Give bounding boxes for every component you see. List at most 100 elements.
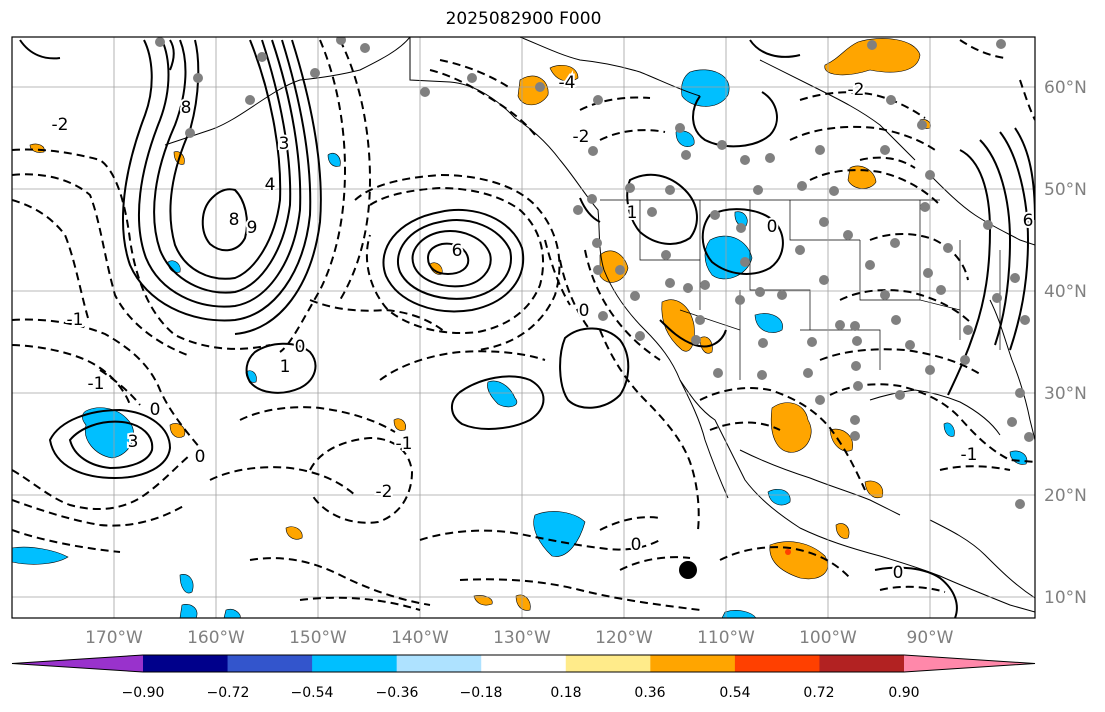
station-markers [155,37,1034,509]
negative-anomaly-region [12,546,69,565]
lon-axis: 170°W 160°W 150°W 140°W 130°W 120°W 110°… [85,628,954,648]
colorbar-segment [12,655,143,672]
positive-anomaly-region [515,594,531,611]
colorbar-segment [481,655,567,672]
colorbar-segment [565,655,651,672]
lon-label: 150°W [289,628,347,648]
contour-label: -1 [961,445,978,465]
colorbar-ticks: −0.90 −0.72 −0.54 −0.36 −0.18 0.18 0.36 … [122,685,920,701]
colorbar [11,654,1036,673]
positive-anomaly-region [169,423,186,438]
positive-anomaly-region [661,299,695,352]
lon-label: 170°W [85,628,143,648]
colorbar-tick-label: −0.90 [122,685,165,701]
colorbar-tick-label: 0.36 [634,685,665,701]
anomaly-shading [12,38,1028,618]
positive-anomaly-region [770,402,812,453]
positive-anomaly-region [285,526,303,540]
lat-label: 40°N [1044,282,1087,302]
positive-anomaly-region [824,38,921,76]
colorbar-segment [396,655,482,672]
lat-label: 60°N [1044,78,1087,98]
contour-label: -1 [396,434,413,454]
colorbar-segment [227,655,313,672]
lon-label: 160°W [187,628,245,648]
lat-label: 30°N [1044,384,1087,404]
negative-anomaly-region [533,511,586,557]
contour-label: 0 [767,217,778,237]
negative-anomaly-region [487,380,518,408]
positive-anomaly-region [549,65,579,82]
contour-label: 9 [247,218,258,238]
positive-anomaly-region [393,418,406,431]
negative-anomaly-region [754,313,783,333]
contour-label: 0 [631,535,642,555]
positive-anomaly-region [473,595,493,606]
contour-label: 0 [195,447,206,467]
negative-anomaly-region [767,489,791,506]
positive-anomaly-region [769,541,829,580]
contour-label: 8 [229,210,240,230]
lon-label: 90°W [907,628,954,648]
negative-anomaly-region [681,69,730,107]
contour-label: 8 [181,98,192,118]
negative-anomaly-region [223,609,241,618]
colorbar-tick-label: −0.18 [460,685,503,701]
negative-anomaly-region [704,235,753,280]
positive-anomaly-region [835,523,850,539]
contour-label: -2 [376,482,393,502]
contour-label: 3 [128,432,139,452]
lat-label: 20°N [1044,486,1087,506]
negative-anomaly-region [943,422,955,437]
lon-label: 140°W [391,628,449,648]
map-frame [11,36,1036,619]
colorbar-segment [734,655,820,672]
colorbar-tick-label: 0.54 [719,685,750,701]
colorbar-segment [819,655,905,672]
contour-label: -2 [573,127,590,147]
positive-anomaly-region [517,75,549,106]
contour-label: 6 [1023,211,1034,231]
gridlines [12,37,1035,618]
colorbar-tick-label: −0.54 [291,685,334,701]
colorbar-segment [312,655,398,672]
contour-label: -4 [559,73,576,93]
lon-label: 130°W [493,628,551,648]
lat-label: 50°N [1044,180,1087,200]
contour-label: 6 [452,241,463,261]
contour-label: -1 [67,310,84,330]
colorbar-outline [11,654,1036,673]
contour-label: 1 [280,357,291,377]
lon-label: 100°W [799,628,857,648]
marker-dot [679,561,697,579]
colorbar-tick-label: 0.72 [803,685,834,701]
negative-anomaly-region [721,610,757,618]
lat-label: 10°N [1044,588,1087,608]
contour-label: 1 [627,203,638,223]
coastlines [164,37,1035,613]
negative-anomaly-region [734,211,748,227]
contour-label: 0 [295,337,306,357]
negative-anomaly-region [179,604,198,618]
contour-label: -2 [52,115,69,135]
contour-label: 0 [579,301,590,321]
colorbar-tick-label: −0.72 [207,685,250,701]
positive-anomaly-region [829,428,853,452]
colorbar-segment [143,655,229,672]
colorbar-tick-label: −0.36 [376,685,419,701]
lat-axis: 60°N 50°N 40°N 30°N 20°N 10°N [1044,78,1087,608]
negative-contours [12,39,1035,611]
contour-label: 0 [893,563,904,583]
contour-label: -1 [88,374,105,394]
lon-label: 110°W [697,628,755,648]
colorbar-tick-label: 0.18 [550,685,581,701]
positive-contours [19,39,1035,618]
colorbar-segment [650,655,736,672]
negative-anomaly-region [179,574,194,594]
contour-label: 0 [150,400,161,420]
lon-label: 120°W [595,628,653,648]
colorbar-segment [904,655,1035,672]
positive-anomaly-region [864,480,884,499]
positive-anomaly-core [785,549,791,555]
